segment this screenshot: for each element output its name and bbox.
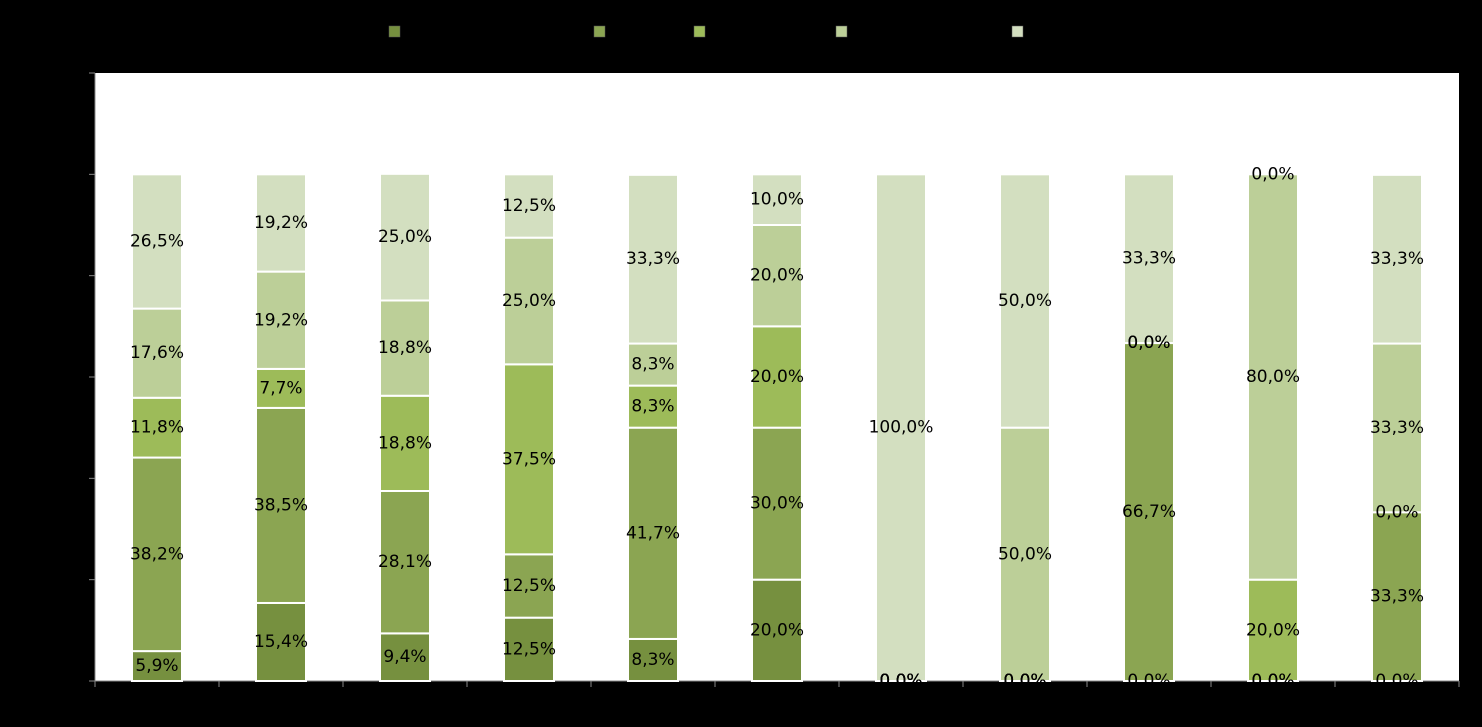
data-label: 0,0% [879, 671, 922, 691]
data-label: 9,4% [383, 647, 426, 667]
data-label: 100,0% [869, 418, 934, 438]
data-label: 8,3% [631, 355, 674, 375]
bar-segment [1371, 511, 1423, 683]
bar-segment [627, 173, 679, 345]
bar-segment [131, 307, 183, 399]
bar-segment [131, 456, 183, 653]
bar-segment [379, 172, 431, 302]
bar-segment [503, 553, 555, 619]
data-label: 20,0% [750, 266, 804, 286]
bar-segment [1247, 578, 1299, 683]
data-label: 33,3% [1122, 249, 1176, 269]
data-label: 38,5% [254, 495, 308, 515]
data-label: 0,0% [879, 671, 922, 691]
bar-segment [379, 299, 431, 397]
data-label: 20,0% [1246, 620, 1300, 640]
data-label: 33,3% [626, 249, 680, 269]
data-label: 25,0% [378, 227, 432, 247]
bar-segment [255, 601, 307, 682]
data-label: 0,0% [1003, 671, 1046, 691]
data-label: 20,0% [750, 367, 804, 387]
data-label: 7,7% [259, 378, 302, 398]
data-label: 0,0% [1003, 671, 1046, 691]
data-label: 15,4% [254, 632, 308, 652]
data-label: 0,0% [1127, 333, 1170, 353]
data-label: 38,2% [130, 544, 184, 564]
bar-segment [1371, 173, 1423, 345]
data-label: 20,0% [750, 620, 804, 640]
bar-segment [627, 637, 679, 682]
data-label: 0,0% [1375, 671, 1418, 691]
data-label: 33,3% [1370, 418, 1424, 438]
data-label: 10,0% [750, 190, 804, 210]
data-label: 37,5% [502, 449, 556, 469]
data-label: 0,0% [1251, 671, 1294, 691]
bar-segment [131, 173, 183, 310]
data-label: 30,0% [750, 494, 804, 514]
data-label: 12,5% [502, 196, 556, 216]
bar-segment [751, 173, 803, 226]
legend-swatch [835, 25, 848, 38]
bar-segment [1123, 173, 1175, 345]
data-label: 33,3% [1370, 249, 1424, 269]
data-label: 50,0% [998, 544, 1052, 564]
bar-segment [751, 224, 803, 328]
bar-segment [1247, 173, 1299, 581]
legend-swatch [693, 25, 706, 38]
data-label: 5,9% [135, 656, 178, 676]
data-label: 28,1% [378, 552, 432, 572]
data-label: 0,0% [879, 671, 922, 691]
bar-segment [627, 426, 679, 640]
data-label: 18,8% [378, 433, 432, 453]
data-label: 50,0% [998, 291, 1052, 311]
data-label: 80,0% [1246, 367, 1300, 387]
data-label: 0,0% [1375, 502, 1418, 522]
data-label: 66,7% [1122, 502, 1176, 522]
data-label: 18,8% [378, 338, 432, 358]
data-label: 0,0% [1251, 671, 1294, 691]
bar-segment [875, 173, 927, 682]
data-label: 0,0% [1127, 671, 1170, 691]
data-label: 19,2% [254, 310, 308, 330]
bar-segment [627, 384, 679, 429]
legend-swatch [593, 25, 606, 38]
legend-swatch [1011, 25, 1024, 38]
data-label: 0,0% [1251, 164, 1294, 184]
bar-segment [379, 632, 431, 683]
bar-segment [751, 578, 803, 683]
bar-segment [255, 173, 307, 273]
data-label: 41,7% [626, 523, 680, 543]
bar-segment [503, 616, 555, 683]
bar-segment [627, 342, 679, 387]
data-label: 33,3% [1370, 587, 1424, 607]
data-label: 26,5% [130, 231, 184, 251]
bar-segment [255, 270, 307, 370]
bar-segment [255, 406, 307, 604]
data-label: 0,0% [1127, 333, 1170, 353]
bar-segment [131, 396, 183, 459]
data-label: 8,3% [631, 397, 674, 417]
data-label: 25,0% [502, 291, 556, 311]
bar-segment [379, 490, 431, 635]
data-label: 11,8% [130, 418, 184, 438]
data-label: 12,5% [502, 639, 556, 659]
data-label: 0,0% [879, 671, 922, 691]
bar-segment [131, 650, 183, 683]
bar-segment [379, 394, 431, 493]
data-label: 19,2% [254, 213, 308, 233]
bar-segment [503, 173, 555, 239]
bar-segment [1123, 342, 1175, 682]
legend-swatch [388, 25, 401, 38]
bar-segment [999, 173, 1051, 429]
data-label: 12,5% [502, 576, 556, 596]
data-label: 8,3% [631, 650, 674, 670]
data-label: 0,0% [1003, 671, 1046, 691]
data-label: 17,6% [130, 343, 184, 363]
